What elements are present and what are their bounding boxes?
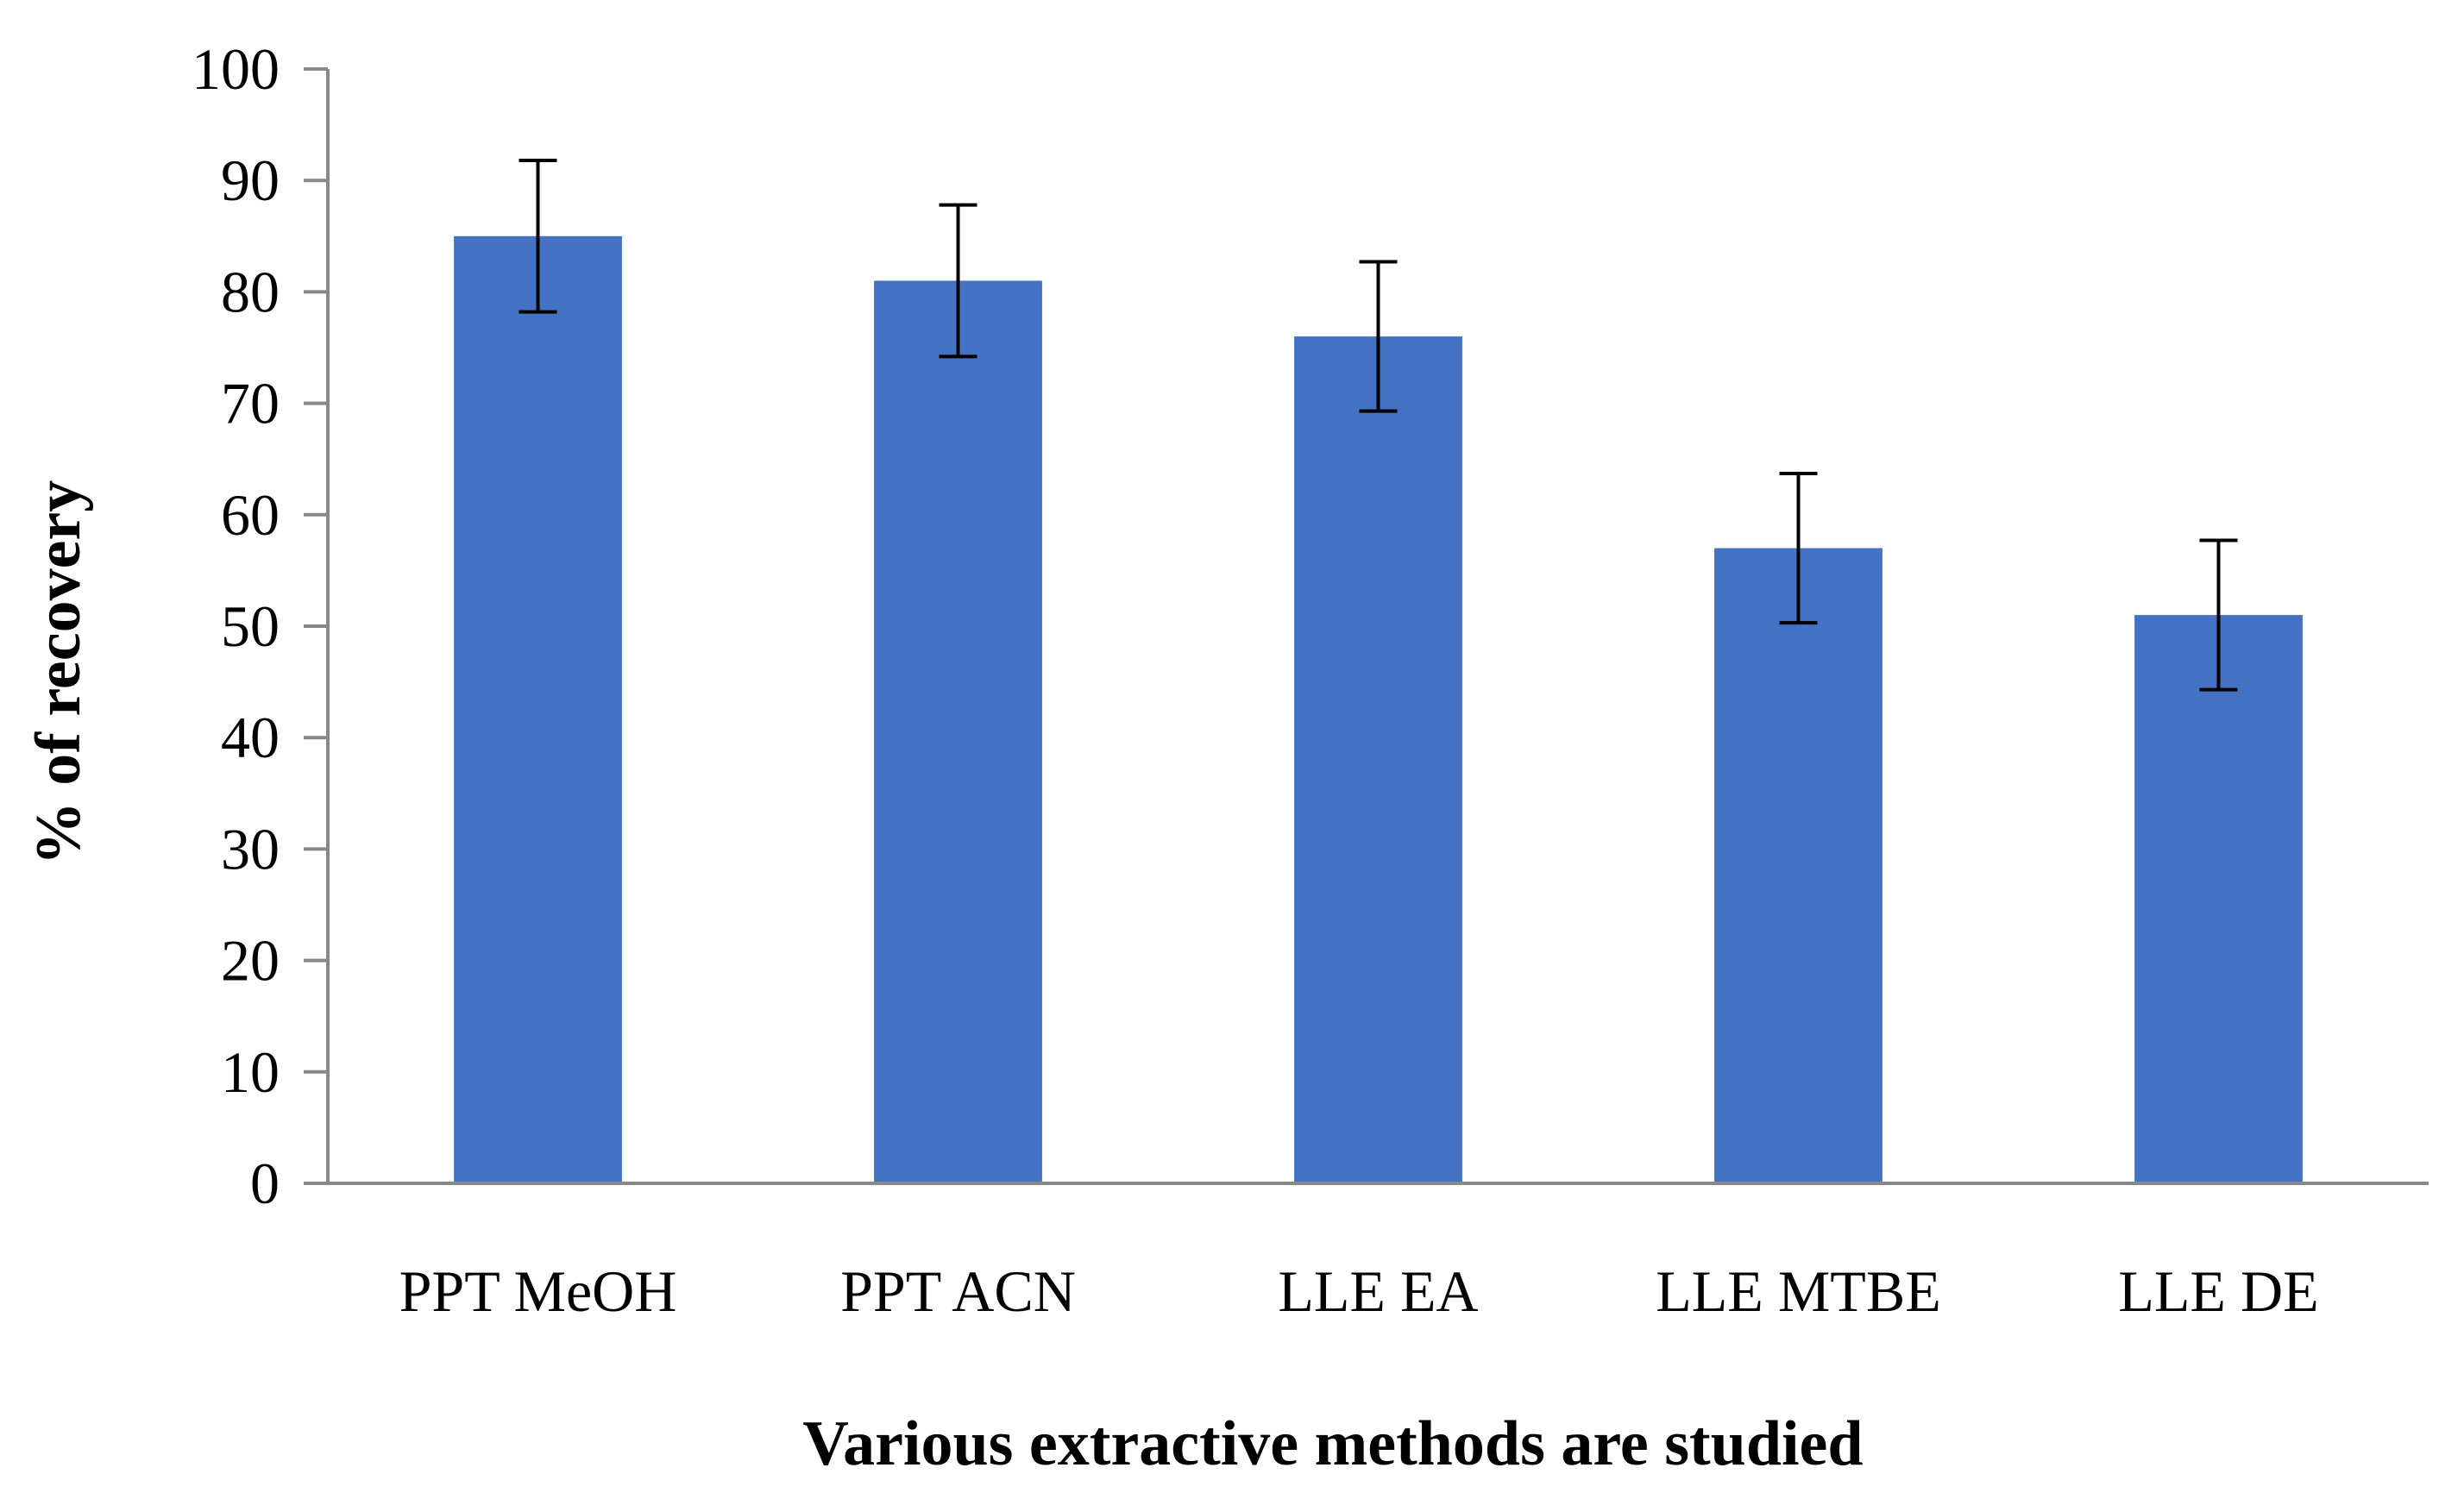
x-tick-label: PPT MeOH (399, 1258, 677, 1324)
error-bar (939, 203, 977, 359)
x-tick-label: PPT ACN (840, 1258, 1076, 1324)
y-tick-label: 30 (221, 816, 280, 881)
x-tick-label: LLE MTBE (1656, 1258, 1941, 1324)
y-tick-label: 10 (221, 1039, 280, 1105)
error-bar (519, 158, 557, 314)
bar (1714, 548, 1883, 1183)
y-tick-label: 100 (192, 36, 280, 102)
bars (454, 235, 2303, 1184)
bar (454, 235, 622, 1183)
y-tick-label: 50 (221, 593, 280, 659)
bar (2134, 615, 2303, 1183)
bar (874, 280, 1042, 1184)
y-tick-label: 60 (221, 482, 280, 548)
x-tick-label: LLE DE (2118, 1258, 2318, 1324)
y-tick-label: 70 (221, 371, 280, 436)
x-axis-title: Various extractive methods are studied (802, 1408, 1863, 1479)
y-axis-ticks: 0 10 20 30 40 50 60 70 80 90 100 (192, 36, 328, 1216)
error-bar (1359, 260, 1398, 413)
y-tick-label: 0 (250, 1151, 280, 1216)
bar (1294, 336, 1462, 1184)
y-axis-title: % of recovery (23, 480, 94, 866)
y-tick-label: 40 (221, 705, 280, 770)
error-bar (2199, 538, 2238, 692)
x-tick-label: LLE EA (1278, 1258, 1478, 1324)
y-tick-label: 90 (221, 147, 280, 213)
error-bars (519, 158, 2238, 692)
y-tick-label: 20 (221, 928, 280, 994)
error-bar (1779, 471, 1818, 625)
x-axis-tick-labels: PPT MeOH PPT ACN LLE EA LLE MTBE LLE DE (399, 1258, 2319, 1324)
y-tick-label: 80 (221, 259, 280, 324)
